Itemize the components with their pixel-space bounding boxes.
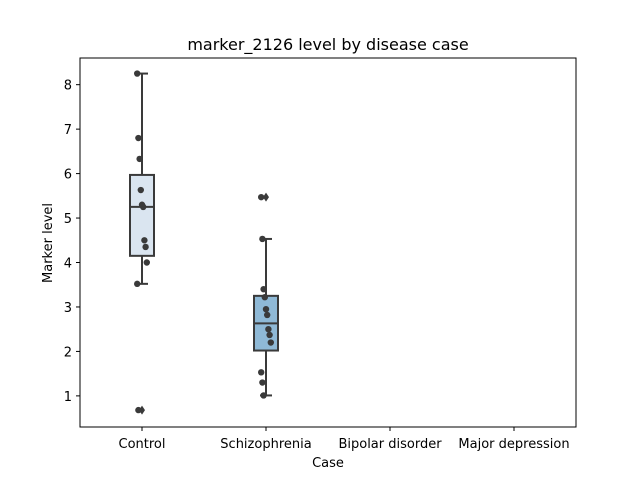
box-control <box>129 70 155 415</box>
data-point <box>140 203 147 211</box>
data-point <box>261 293 268 301</box>
data-point <box>142 243 149 251</box>
y-tick-label: 6 <box>64 168 72 183</box>
x-tick-label: Major depression <box>458 437 569 452</box>
data-point <box>264 311 271 319</box>
data-point <box>267 339 274 346</box>
data-point <box>135 406 142 414</box>
x-tick-label: Schizophrenia <box>220 437 311 452</box>
data-point <box>143 259 150 266</box>
y-tick-label: 4 <box>64 257 72 272</box>
data-point <box>135 134 142 142</box>
y-tick-label: 2 <box>64 345 72 360</box>
data-point <box>262 305 270 313</box>
data-point <box>141 237 148 244</box>
x-axis-title: Case <box>312 456 344 471</box>
data-point <box>260 285 267 293</box>
chart-title: marker_2126 level by disease case <box>187 35 468 55</box>
data-point <box>134 280 141 288</box>
box-body <box>129 173 155 257</box>
y-tick-label: 5 <box>64 212 72 227</box>
data-point <box>265 325 272 333</box>
data-point <box>259 379 266 386</box>
data-point <box>136 155 143 163</box>
plot-area <box>79 57 577 428</box>
x-tick-label: Bipolar disorder <box>338 437 442 452</box>
data-point <box>258 369 265 376</box>
data-point <box>137 186 144 194</box>
data-point <box>134 70 141 77</box>
box-schizophrenia <box>253 192 279 399</box>
data-point <box>258 193 265 201</box>
x-axis: Control Schizophrenia Bipolar disorder Majo… <box>119 427 570 452</box>
x-tick-label: Control <box>119 437 166 452</box>
data-point <box>259 235 266 243</box>
outlier-marker <box>263 192 269 202</box>
y-tick-label: 1 <box>64 390 72 405</box>
y-axis: 1 2 3 4 5 6 7 8 <box>64 79 80 405</box>
data-point <box>266 331 273 339</box>
y-tick-label: 8 <box>64 79 72 94</box>
chart-marks <box>129 70 279 415</box>
y-tick-label: 7 <box>64 123 72 138</box>
y-tick-label: 3 <box>64 301 72 316</box>
y-axis-title: Marker level <box>41 203 56 283</box>
data-point <box>260 392 267 399</box>
